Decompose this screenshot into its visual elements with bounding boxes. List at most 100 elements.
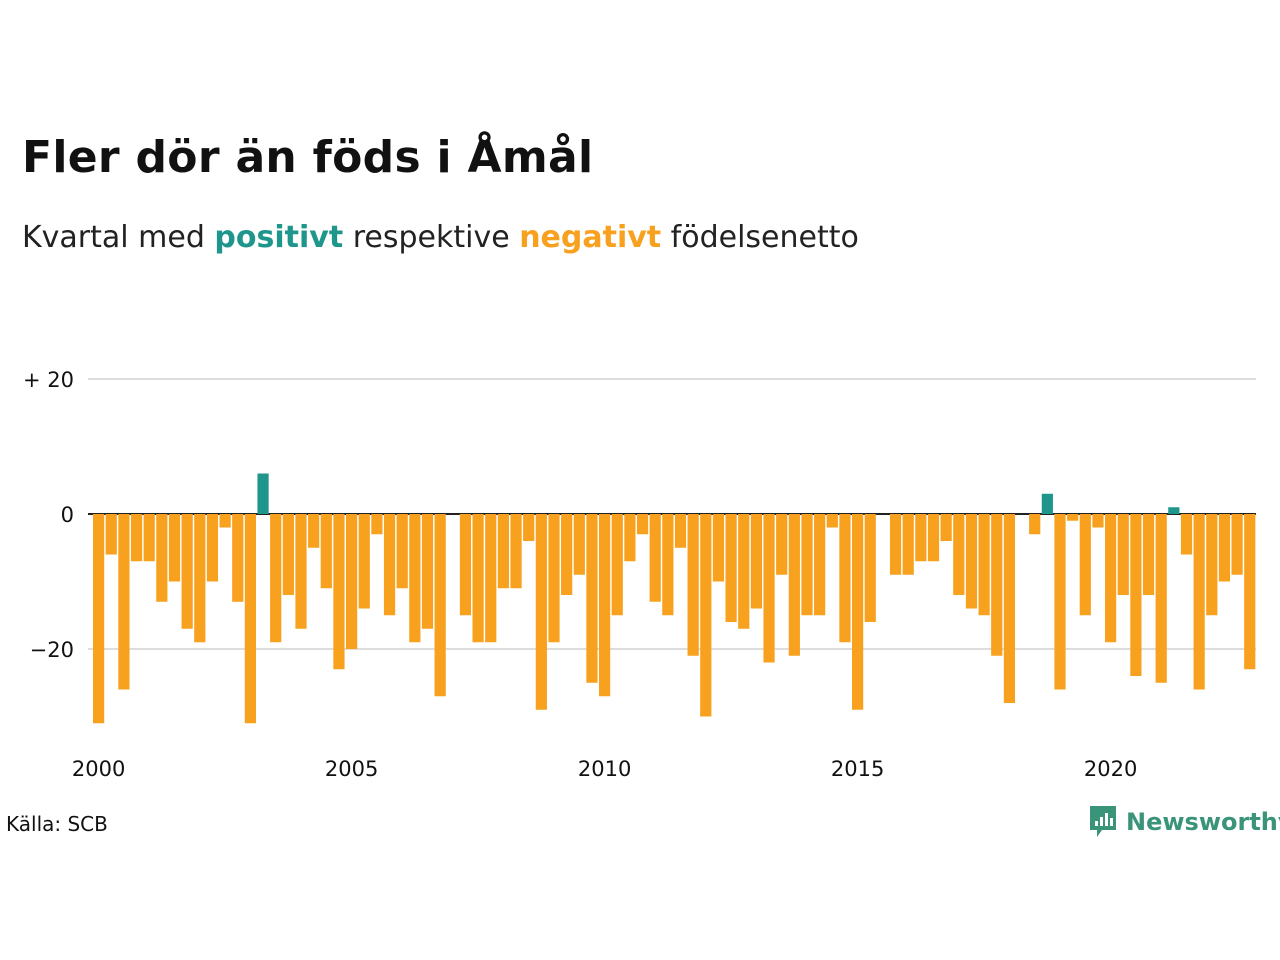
bar-negative [776,514,788,575]
bar-negative [105,514,117,555]
bar-negative [181,514,193,629]
bar-negative [978,514,990,616]
bar-negative [991,514,1003,656]
bar-negative [1117,514,1129,595]
bar-negative [485,514,497,643]
bar-negative [156,514,168,602]
bar-negative [826,514,838,528]
bar-negative [1130,514,1142,676]
bar-negative [1180,514,1193,555]
bar-negative [965,514,978,609]
bar-negative [1067,514,1079,521]
brand-name: Newsworthy [1126,808,1280,836]
newsworthy-logo-icon [1090,806,1116,837]
bar-negative [889,514,902,575]
x-tick-label: 2015 [831,757,884,781]
bar-positive [1041,493,1053,514]
bar-negative [649,514,661,602]
bar-negative [624,514,636,562]
bar-negative [814,514,826,616]
subtitle-prefix: Kvartal med [22,220,215,255]
bar-negative [130,514,143,562]
bar-negative [219,514,231,528]
bar-negative [674,514,687,548]
bar-negative [1079,514,1091,616]
subtitle-middle: respektive [343,220,520,255]
bar-negative [1231,514,1243,575]
bar-negative [1218,514,1231,582]
bar-negative [409,514,421,643]
bar-positive [1168,507,1180,514]
y-tick-label: −20 [30,638,74,662]
bar-negative [346,514,358,649]
bar-negative [434,514,446,697]
bar-negative [232,514,244,602]
bar-negative [725,514,737,622]
bar-negative [902,514,914,575]
x-tick-label: 2005 [325,757,378,781]
chart-title: Fler dör än föds i Åmål [22,132,594,183]
bar-negative [712,514,725,582]
bar-negative [282,514,294,595]
bar-negative [523,514,535,541]
bar-negative [548,514,560,643]
bars [93,473,1256,724]
bar-negative [700,514,712,717]
x-tick-label: 2010 [578,757,631,781]
bar-negative [168,514,181,582]
tick-labels: + 20 0 −20 2000 2005 2010 2015 2020 [23,368,1137,781]
bar-negative [1105,514,1117,643]
bar-negative [1054,514,1066,690]
bar-negative [535,514,547,710]
brand-logo: Newsworthy [1088,804,1280,840]
bar-negative [1003,514,1015,703]
bar-negative [333,514,345,670]
bar-negative [852,514,864,710]
bar-negative [573,514,585,575]
bar-negative [308,514,320,548]
bar-negative [940,514,952,541]
subtitle-positive-word: positivt [214,220,344,255]
bar-negative [206,514,219,582]
bar-negative [636,514,649,535]
bar-negative [864,514,876,622]
x-tick-label: 2020 [1084,757,1137,781]
bar-negative [1206,514,1218,616]
bar-negative [662,514,674,616]
subtitle-suffix: födelsenetto [661,220,859,255]
bar-negative [270,514,282,643]
bar-negative [1155,514,1167,683]
bar-negative [396,514,408,589]
bar-negative [194,514,206,643]
bar-negative [1092,514,1104,528]
chart-subtitle: Kvartal med positivt respektive negativt… [22,220,859,255]
bar-negative [915,514,927,562]
bar-negative [143,514,155,562]
bar-negative [118,514,130,690]
bar-positive [257,473,269,514]
bar-negative [497,514,509,589]
subtitle-negative-word: negativt [519,220,662,255]
bar-negative [1142,514,1155,595]
bar-negative [1029,514,1041,535]
bar-negative [611,514,623,616]
y-tick-label: + 20 [23,368,74,392]
bar-negative [599,514,611,697]
bar-negative [561,514,573,595]
bar-negative [459,514,472,616]
bar-negative [586,514,598,683]
bar-negative [687,514,699,656]
x-tick-label: 2000 [72,757,125,781]
bar-negative [510,514,522,589]
bar-negative [1193,514,1205,690]
bar-negative [383,514,396,616]
y-tick-label: 0 [61,503,74,527]
bar-negative [801,514,813,616]
bar-negative [371,514,383,535]
bar-negative [738,514,750,629]
bar-negative [1244,514,1256,670]
bar-negative [839,514,851,643]
bar-negative [93,514,105,724]
bar-negative [358,514,370,609]
